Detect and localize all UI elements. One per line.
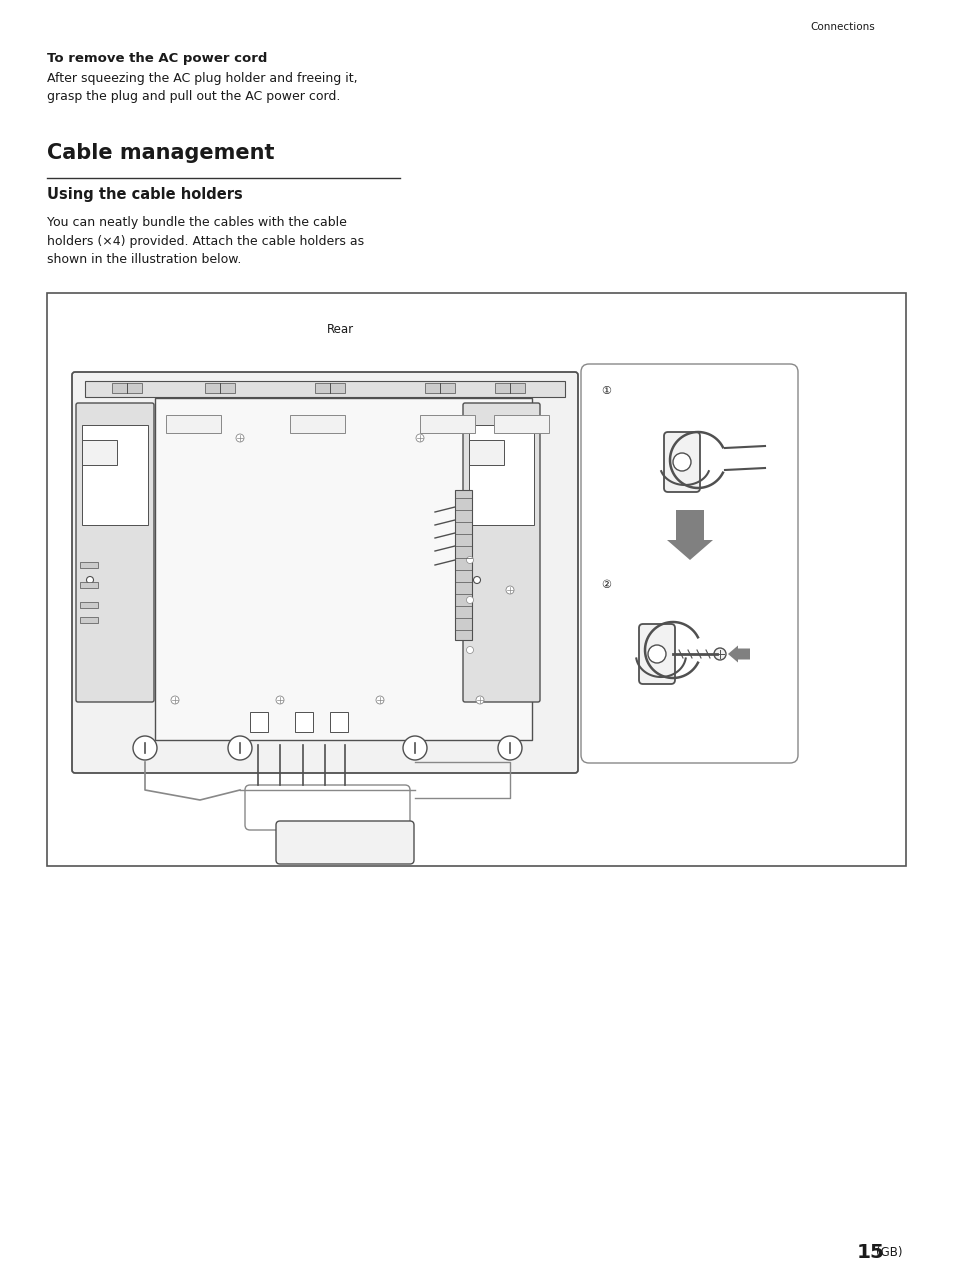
Bar xyxy=(166,415,221,433)
Text: ②: ② xyxy=(600,580,610,590)
Bar xyxy=(495,383,524,392)
Circle shape xyxy=(416,434,423,442)
Bar xyxy=(82,440,117,465)
Bar xyxy=(294,712,313,733)
FancyBboxPatch shape xyxy=(639,624,675,684)
Circle shape xyxy=(275,696,284,705)
Bar xyxy=(205,383,234,392)
Bar xyxy=(469,426,534,525)
Bar xyxy=(250,712,268,733)
Circle shape xyxy=(466,557,473,563)
Text: To remove the AC power cord: To remove the AC power cord xyxy=(47,52,267,65)
Bar xyxy=(314,383,345,392)
Bar xyxy=(455,490,472,640)
Text: Cable management: Cable management xyxy=(47,143,274,163)
Circle shape xyxy=(473,577,480,583)
Circle shape xyxy=(132,736,157,761)
Text: Rear: Rear xyxy=(326,324,354,336)
Text: ①: ① xyxy=(600,386,610,396)
Bar xyxy=(419,415,475,433)
Circle shape xyxy=(235,434,244,442)
Bar xyxy=(290,415,345,433)
Circle shape xyxy=(497,736,521,761)
FancyBboxPatch shape xyxy=(462,403,539,702)
Circle shape xyxy=(505,586,514,594)
Text: Using the cable holders: Using the cable holders xyxy=(47,187,242,203)
Circle shape xyxy=(87,577,93,583)
Circle shape xyxy=(672,454,690,471)
Circle shape xyxy=(713,648,725,660)
Circle shape xyxy=(402,736,427,761)
FancyBboxPatch shape xyxy=(663,432,700,492)
Circle shape xyxy=(228,736,252,761)
Circle shape xyxy=(476,696,483,705)
Bar xyxy=(424,383,455,392)
Text: (GB): (GB) xyxy=(875,1246,902,1259)
Text: 15: 15 xyxy=(856,1243,884,1263)
Bar xyxy=(80,603,98,608)
Bar xyxy=(154,397,532,740)
Text: Connections: Connections xyxy=(809,22,874,32)
FancyBboxPatch shape xyxy=(580,364,797,763)
FancyArrow shape xyxy=(727,646,749,662)
FancyBboxPatch shape xyxy=(275,820,414,864)
Text: You can neatly bundle the cables with the cable
holders (×4) provided. Attach th: You can neatly bundle the cables with th… xyxy=(47,217,364,266)
Circle shape xyxy=(466,646,473,654)
Circle shape xyxy=(466,596,473,604)
FancyArrow shape xyxy=(666,510,712,561)
FancyBboxPatch shape xyxy=(71,372,578,773)
Bar xyxy=(80,617,98,623)
Bar xyxy=(112,383,142,392)
Text: After squeezing the AC plug holder and freeing it,
grasp the plug and pull out t: After squeezing the AC plug holder and f… xyxy=(47,73,357,103)
Circle shape xyxy=(375,696,384,705)
Bar xyxy=(330,712,348,733)
Bar xyxy=(494,415,548,433)
Bar xyxy=(82,426,148,525)
Bar xyxy=(80,562,98,568)
Circle shape xyxy=(647,645,665,662)
Bar xyxy=(85,381,564,397)
Circle shape xyxy=(171,696,179,705)
Bar xyxy=(469,440,503,465)
FancyBboxPatch shape xyxy=(76,403,153,702)
Bar xyxy=(80,582,98,589)
Bar xyxy=(47,293,905,866)
